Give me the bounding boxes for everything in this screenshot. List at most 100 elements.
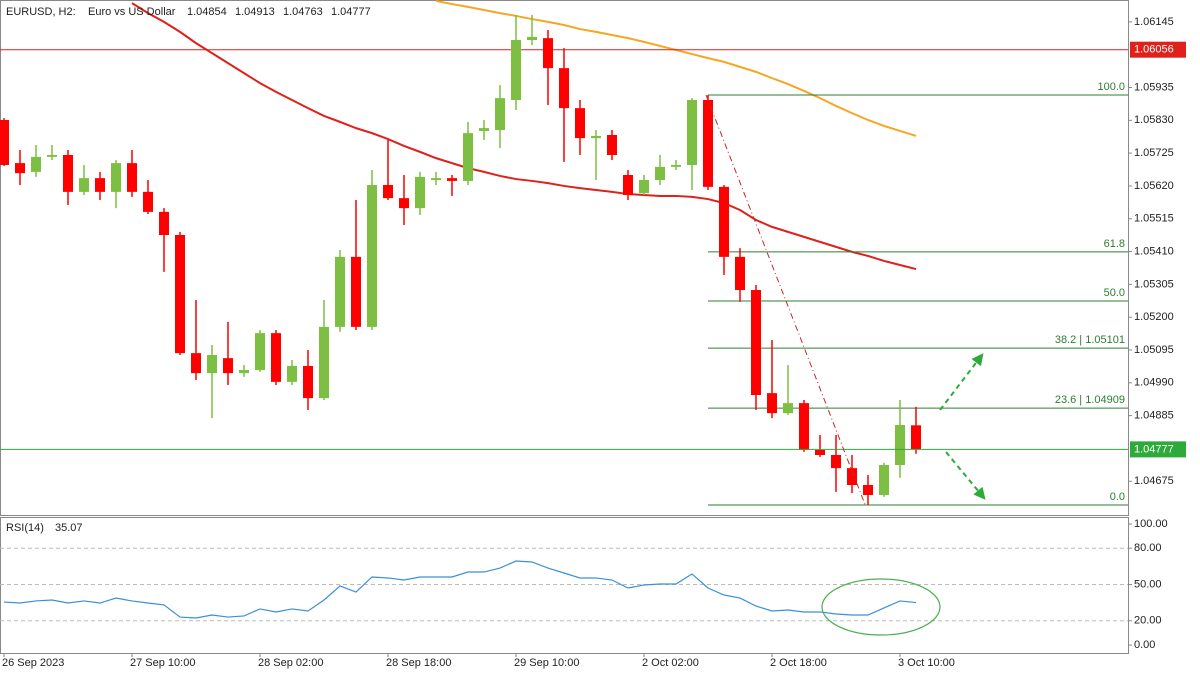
symbol: EURUSD, H2: bbox=[6, 6, 76, 18]
candle-body bbox=[0, 120, 9, 165]
candle-body bbox=[559, 68, 569, 109]
candle-body bbox=[495, 98, 505, 130]
candle-body bbox=[111, 163, 121, 192]
candle-body bbox=[31, 156, 41, 172]
candle-body bbox=[303, 365, 313, 399]
x-tick-label: 28 Sep 02:00 bbox=[258, 657, 323, 669]
fib-label: 50.0 bbox=[1104, 287, 1125, 299]
candle-body bbox=[623, 175, 633, 195]
symbol-description: Euro vs US Dollar bbox=[88, 6, 176, 18]
candle-body bbox=[911, 425, 921, 450]
y-tick-label: 1.05830 bbox=[1134, 114, 1174, 126]
rsi-pane-border bbox=[0, 517, 1129, 654]
x-tick-label: 27 Sep 10:00 bbox=[130, 657, 195, 669]
candle-body bbox=[879, 465, 889, 495]
candle-body bbox=[319, 326, 329, 399]
header: EURUSD, H2: Euro vs US Dollar 1.04854 1.… bbox=[6, 6, 371, 534]
candle-body bbox=[671, 165, 681, 167]
x-tick-label: 29 Sep 10:00 bbox=[514, 657, 579, 669]
rsi-pane bbox=[0, 547, 1128, 622]
y-tick-label: 1.04885 bbox=[1134, 410, 1174, 422]
down-arrow bbox=[945, 451, 986, 500]
last-low: 1.04763 bbox=[283, 6, 323, 18]
fib-label: 23.6 | 1.04909 bbox=[1055, 394, 1125, 406]
candle-body bbox=[207, 355, 217, 374]
last-close: 1.04777 bbox=[331, 6, 371, 18]
candle-body bbox=[447, 178, 457, 181]
y-tick-label: 1.04675 bbox=[1134, 475, 1174, 487]
candle-body bbox=[399, 198, 409, 209]
candle-body bbox=[783, 403, 793, 414]
candle-body bbox=[463, 133, 473, 181]
last-open: 1.04854 bbox=[187, 6, 227, 18]
candle-body bbox=[47, 155, 57, 157]
candle-body bbox=[367, 185, 377, 327]
candle-body bbox=[831, 455, 841, 469]
axes: 1.06145 1.05935 1.05830 1.05725 1.05620 1.055… bbox=[2, 16, 1186, 669]
level-price-label: 1.06056 bbox=[1134, 44, 1174, 56]
x-tick-label: 2 Oct 02:00 bbox=[642, 657, 699, 669]
y-tick-label: 1.05095 bbox=[1134, 344, 1174, 356]
candle-body bbox=[143, 191, 153, 212]
candle-body bbox=[687, 100, 697, 165]
candle-body bbox=[63, 155, 73, 192]
x-tick-label: 26 Sep 2023 bbox=[2, 657, 64, 669]
x-tick-label: 2 Oct 18:00 bbox=[770, 657, 827, 669]
candle-body bbox=[431, 178, 441, 180]
x-tick-label: 28 Sep 18:00 bbox=[386, 657, 451, 669]
candle-body bbox=[847, 468, 857, 485]
candle-body bbox=[735, 256, 745, 290]
candle-body bbox=[527, 36, 537, 40]
candle-body bbox=[607, 135, 617, 155]
candle-body bbox=[767, 393, 777, 414]
candle-body bbox=[95, 178, 105, 192]
candle-body bbox=[479, 128, 489, 131]
candle-body bbox=[863, 485, 873, 495]
up-arrow bbox=[939, 353, 984, 411]
candle-body bbox=[799, 403, 809, 450]
level-price-box bbox=[1130, 41, 1186, 58]
candle-body bbox=[223, 358, 233, 374]
candle-body bbox=[383, 185, 393, 199]
trend-line bbox=[705, 94, 867, 508]
y-tick-label: 1.04990 bbox=[1134, 377, 1174, 389]
candle-body bbox=[815, 450, 825, 455]
candle-body bbox=[239, 370, 249, 374]
rsi-y-tick-label: 0.00 bbox=[1134, 639, 1155, 651]
candle-body bbox=[655, 166, 665, 180]
candle-body bbox=[895, 425, 905, 465]
candle-body bbox=[639, 180, 649, 194]
candle-body bbox=[175, 235, 185, 354]
rsi-title: RSI(14) bbox=[6, 522, 44, 534]
y-tick-label: 1.05935 bbox=[1134, 81, 1174, 93]
candle-body bbox=[159, 211, 169, 235]
annotations bbox=[705, 94, 986, 636]
last-high: 1.04913 bbox=[235, 6, 275, 18]
candle-body bbox=[15, 163, 25, 174]
rsi-line bbox=[3, 560, 917, 619]
candle-body bbox=[351, 256, 361, 327]
fib-label: 0.0 bbox=[1110, 491, 1125, 503]
candle-body bbox=[415, 176, 425, 209]
candle-body bbox=[271, 333, 281, 382]
candle-body bbox=[79, 178, 89, 192]
fib-label: 100.0 bbox=[1097, 81, 1125, 93]
y-tick-label: 1.05620 bbox=[1134, 180, 1174, 192]
rsi-last-value: 35.07 bbox=[55, 522, 83, 534]
y-tick-label: 1.05200 bbox=[1134, 311, 1174, 323]
candle-body bbox=[511, 40, 521, 100]
candle-body bbox=[191, 353, 201, 374]
rsi-y-tick-label: 20.00 bbox=[1134, 615, 1162, 627]
fib-label: 61.8 bbox=[1104, 238, 1125, 250]
y-tick-label: 1.06145 bbox=[1134, 16, 1174, 28]
rsi-y-tick-label: 80.00 bbox=[1134, 542, 1162, 554]
candle-body bbox=[127, 163, 137, 192]
candle-body bbox=[703, 100, 713, 187]
candle-body bbox=[255, 333, 265, 370]
candle-body bbox=[543, 38, 553, 69]
main-pane-border bbox=[0, 0, 1129, 516]
moving-average bbox=[131, 2, 917, 271]
candle-body bbox=[287, 365, 297, 382]
